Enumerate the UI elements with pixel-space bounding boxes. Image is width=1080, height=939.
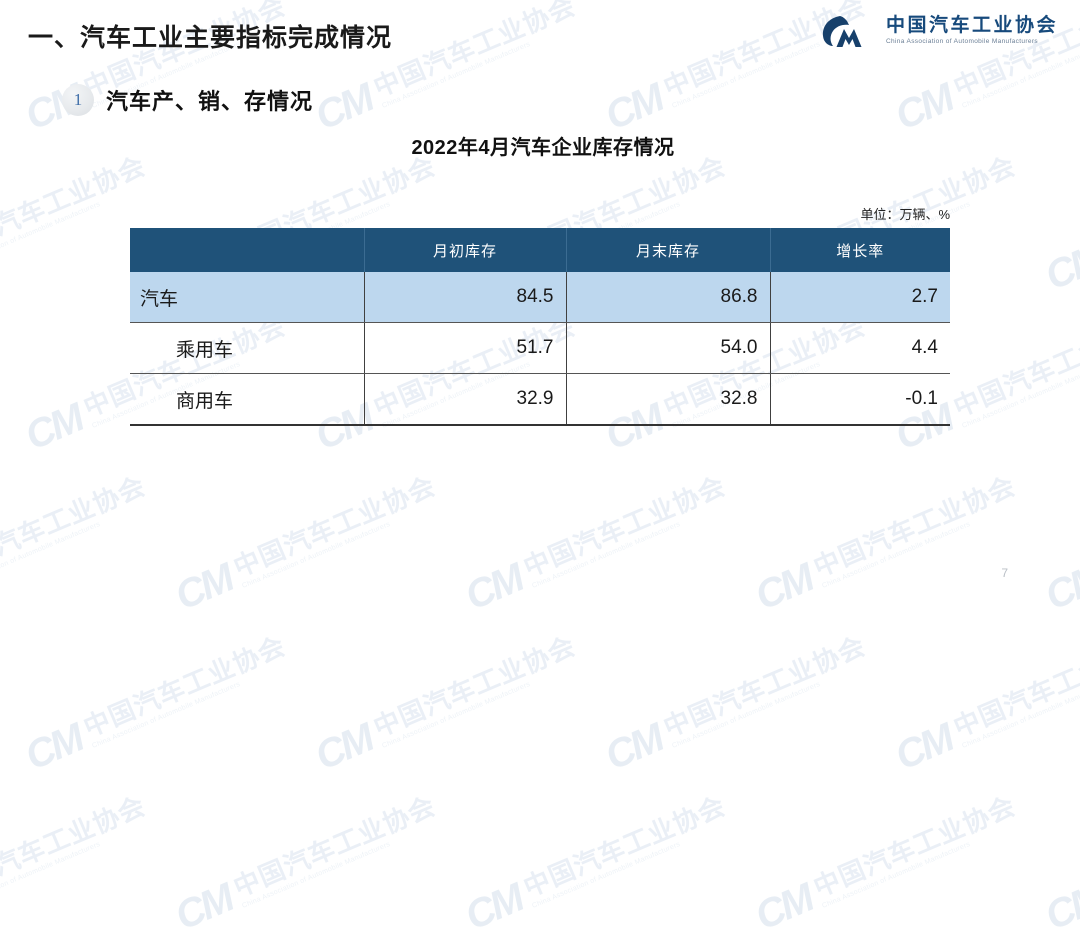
brand-logo: 中国汽车工业协会 China Association of Automobile… [820, 12, 1058, 50]
watermark-text-en: China Association of Automobile Manufact… [0, 840, 102, 910]
page-title: 一、汽车工业主要指标完成情况 [28, 24, 393, 52]
column-header-begin-inventory: 月初库存 [363, 228, 567, 272]
watermark-text-en: China Association of Automobile Manufact… [381, 680, 532, 750]
watermark-text-en: China Association of Automobile Manufact… [671, 680, 822, 750]
brand-text: 中国汽车工业协会 China Association of Automobile… [886, 16, 1058, 46]
watermark-text-en: China Association of Automobile Manufact… [241, 840, 392, 910]
table-row: 汽车 84.5 86.8 2.7 [130, 272, 950, 323]
cell-end-inventory: 32.8 [566, 373, 771, 426]
page-number: 7 [1001, 566, 1008, 580]
table-row: 乘用车 51.7 54.0 4.4 [130, 322, 950, 374]
watermark-text-en: China Association of Automobile Manufact… [961, 680, 1080, 750]
cell-growth-rate: 2.7 [770, 272, 950, 323]
row-label: 商用车 [130, 373, 365, 426]
watermark-text-cn: 中国汽车工业协会 [229, 790, 440, 903]
watermark-text-cn: 中国汽车工业协会 [949, 630, 1080, 743]
cell-begin-inventory: 51.7 [364, 322, 567, 374]
watermark-cm-icon: CM [19, 716, 89, 779]
cell-begin-inventory: 84.5 [364, 272, 567, 323]
watermark-text-en: China Association of Automobile Manufact… [821, 840, 972, 910]
column-header-end-inventory: 月末库存 [565, 228, 771, 272]
watermark-text-cn: 中国汽车工业协会 [0, 790, 150, 903]
table-title: 2022年4月汽车企业库存情况 [411, 137, 675, 159]
watermark-cm-icon: CM [749, 876, 819, 939]
watermark-cm-icon: CM [889, 716, 959, 779]
table-title-wrap: 2022年4月汽车企业库存情况 [0, 131, 1080, 160]
watermark-cm-icon: CM [459, 876, 529, 939]
watermark-text-en: China Association of Automobile Manufact… [91, 680, 242, 750]
table-header: 月初库存 月末库存 增长率 [130, 228, 950, 272]
watermark-text-cn: 中国汽车工业协会 [79, 630, 290, 743]
section-badge: 1 [62, 84, 94, 116]
brand-name-en: China Association of Automobile Manufact… [885, 38, 1038, 46]
cell-end-inventory: 86.8 [566, 272, 771, 323]
table-body: 汽车 84.5 86.8 2.7 乘用车 51.7 54.0 4.4 商用车 3… [130, 272, 950, 426]
cell-growth-rate: -0.1 [770, 373, 950, 426]
cell-end-inventory: 54.0 [566, 322, 771, 374]
column-header-category [130, 228, 365, 272]
watermark-text-cn: 中国汽车工业协会 [659, 630, 870, 743]
row-label: 汽车 [130, 272, 365, 323]
section-heading: 1 汽车产、销、存情况 [62, 84, 313, 116]
cm-logo-icon [822, 16, 862, 47]
watermark-cm-icon: CM [169, 876, 239, 939]
watermark-cm-icon: CM [599, 716, 669, 779]
cell-begin-inventory: 32.9 [364, 373, 567, 426]
section-title: 汽车产、销、存情况 [106, 89, 314, 114]
watermark-cm-icon: CM [309, 716, 379, 779]
column-header-growth-rate: 增长率 [769, 228, 950, 272]
inventory-table: 月初库存 月末库存 增长率 汽车 84.5 86.8 2.7 乘用车 51.7 … [130, 228, 950, 426]
watermark-cm-icon: CM [1039, 876, 1080, 939]
table-row: 商用车 32.9 32.8 -0.1 [130, 373, 950, 426]
watermark-text-cn: 中国汽车工业协会 [809, 790, 1020, 903]
units-label: 单位：万辆、% [860, 207, 950, 222]
cell-growth-rate: 4.4 [770, 322, 950, 374]
watermark-text-en: China Association of Automobile Manufact… [531, 840, 682, 910]
brand-name-cn: 中国汽车工业协会 [885, 15, 1058, 37]
slide-content: 一、汽车工业主要指标完成情况 中国汽车工业协会 China Associatio… [0, 12, 1080, 580]
row-label: 乘用车 [130, 322, 365, 374]
watermark-text-cn: 中国汽车工业协会 [519, 790, 730, 903]
watermark-text-cn: 中国汽车工业协会 [369, 630, 580, 743]
table-header-row: 月初库存 月末库存 增长率 [130, 228, 950, 272]
